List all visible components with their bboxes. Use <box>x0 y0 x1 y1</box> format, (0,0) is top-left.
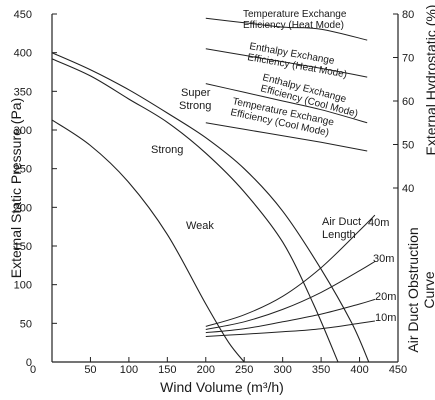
efficiency-curves <box>205 17 368 152</box>
duct-10m-label: 10m <box>375 312 396 324</box>
right-y-tick-label: 60 <box>402 96 414 108</box>
duct-curve-10m <box>205 320 375 337</box>
duct-curve-30m <box>205 261 376 330</box>
y-tick-label: 100 <box>14 280 32 292</box>
right-y-axis-ticks: 40 50 60 70 80 <box>393 9 414 195</box>
pressure-curves <box>51 52 370 363</box>
y-tick-label: 200 <box>14 202 32 214</box>
x-tick-label: 150 <box>158 364 176 376</box>
super-strong-label-line1: Super <box>181 87 211 99</box>
eff-temp-heat-label-2: Efficiency (Heat Mode) <box>243 20 344 31</box>
right-y-tick-label: 50 <box>402 140 414 152</box>
right-y-tick-label: 40 <box>402 183 414 195</box>
duct-40m-label: 40m <box>368 217 389 229</box>
x-tick-label: 0 <box>30 364 36 376</box>
x-tick-label: 350 <box>312 364 330 376</box>
y-tick-label: 400 <box>14 48 32 60</box>
duct-30m-label: 30m <box>373 253 394 265</box>
y-tick-label: 50 <box>20 318 32 330</box>
right-axis-title: External Hydrostatic (%) <box>423 5 435 156</box>
x-tick-label: 250 <box>235 364 253 376</box>
x-tick-label: 400 <box>350 364 368 376</box>
right-y-tick-label: 80 <box>402 9 414 21</box>
pressure-curve-weak <box>51 119 245 363</box>
duct-curve-20m <box>205 298 376 334</box>
efficiency-curve-1 <box>205 48 368 78</box>
y-axis-ticks: 0 50 100 150 200 250 300 350 400 450 <box>14 9 57 369</box>
right-lower-title-2: Curve <box>421 271 435 309</box>
efficiency-curve-2 <box>205 83 368 124</box>
y-tick-label: 300 <box>14 125 32 137</box>
efficiency-curve-3 <box>205 122 368 152</box>
x-tick-label: 100 <box>120 364 138 376</box>
duct-length-label-1: Air Duct <box>322 216 361 228</box>
pressure-curve-super-strong <box>51 52 370 363</box>
duct-curve-40m <box>205 214 376 327</box>
duct-20m-label: 20m <box>375 291 396 303</box>
y-tick-label: 350 <box>14 86 32 98</box>
x-tick-label: 300 <box>273 364 291 376</box>
y-tick-label: 0 <box>26 357 32 369</box>
super-strong-label-line2: Strong <box>179 100 211 112</box>
weak-label: Weak <box>186 220 214 232</box>
x-axis-title: Wind Volume (m³/h) <box>160 379 284 395</box>
x-tick-label: 50 <box>84 364 96 376</box>
x-tick-label: 200 <box>197 364 215 376</box>
y-axis-title: External Static Pressure (Pa) <box>8 98 24 279</box>
efficiency-curve-0 <box>205 17 368 41</box>
x-axis-ticks: 0 50 100 150 200 250 300 350 400 450 <box>30 357 407 376</box>
pressure-curve-strong <box>51 58 339 363</box>
right-y-tick-label: 70 <box>402 53 414 65</box>
right-lower-title-1: Air Duct Obstruction <box>405 227 421 352</box>
strong-label: Strong <box>151 144 183 156</box>
y-tick-label: 450 <box>14 9 32 21</box>
duct-curves <box>205 214 376 337</box>
y-tick-label: 150 <box>14 241 32 253</box>
y-tick-label: 250 <box>14 164 32 176</box>
duct-length-label-2: Length <box>322 229 356 241</box>
x-tick-label: 450 <box>389 364 407 376</box>
eff-temp-heat-label-1: Temperature Exchange <box>243 9 347 20</box>
